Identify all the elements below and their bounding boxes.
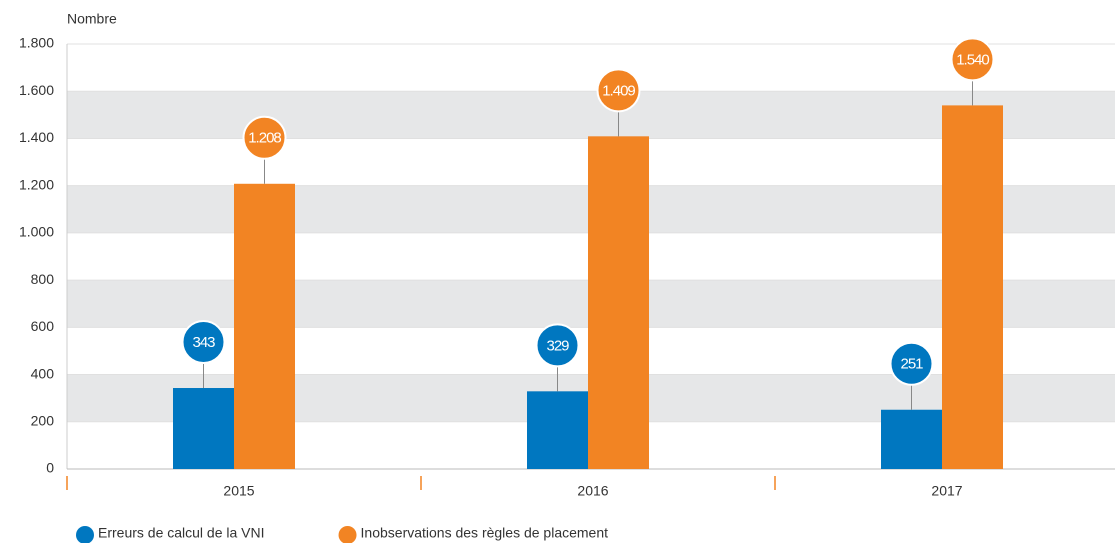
y-tick-label: 600 [31, 318, 55, 334]
label-bubble [535, 323, 580, 368]
y-tick-label: 1.600 [19, 82, 54, 98]
x-tick-label: 2017 [931, 483, 962, 499]
y-tick-label: 400 [31, 365, 55, 381]
bar [588, 136, 649, 469]
y-tick-label: 1.200 [19, 176, 54, 192]
label-bubble [181, 320, 226, 365]
data-label: 1.540 [956, 51, 989, 68]
data-label: 329 [546, 337, 569, 354]
y-tick-label: 200 [31, 412, 55, 428]
y-tick-label: 1.400 [19, 129, 54, 145]
legend-label: Inobservations des règles de placement [361, 525, 609, 541]
bar [527, 391, 588, 469]
x-tick-label: 2016 [577, 483, 608, 499]
bar [173, 388, 234, 469]
x-tick-label: 2015 [223, 483, 254, 499]
label-bubble [950, 37, 995, 82]
bar [881, 409, 942, 469]
legend-swatch [338, 526, 357, 543]
label-bubble [242, 115, 287, 160]
y-tick-label: 1.000 [19, 224, 54, 240]
data-label: 343 [192, 334, 215, 351]
data-label: 1.208 [248, 130, 281, 147]
y-axis-label: Nombre [67, 11, 117, 27]
label-bubble [596, 68, 641, 113]
grid-band [67, 91, 1115, 139]
legend-label: Erreurs de calcul de la VNI [98, 525, 265, 541]
data-label: 1.409 [602, 82, 635, 99]
bar [942, 105, 1003, 469]
bar [234, 183, 295, 469]
y-tick-label: 0 [46, 460, 54, 476]
y-tick-label: 1.800 [19, 35, 54, 51]
legend-swatch [76, 526, 94, 543]
data-label: 251 [900, 356, 923, 373]
y-tick-label: 800 [31, 271, 55, 287]
label-bubble [889, 341, 934, 386]
